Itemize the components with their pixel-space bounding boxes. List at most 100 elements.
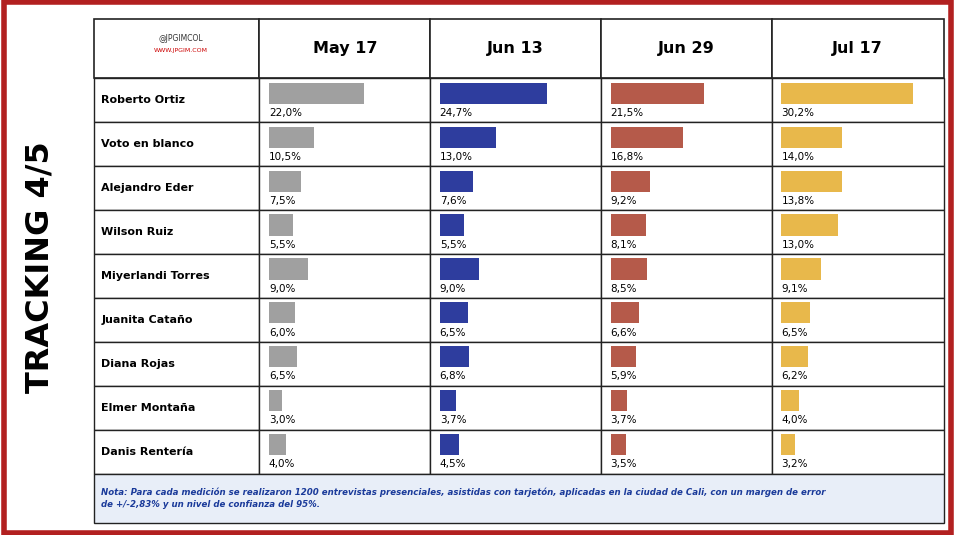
Text: 6,5%: 6,5% <box>269 371 295 381</box>
Bar <box>772 342 944 386</box>
Text: 6,8%: 6,8% <box>439 371 466 381</box>
Bar <box>430 166 601 210</box>
Bar <box>430 19 601 78</box>
Bar <box>772 298 944 342</box>
Text: 6,5%: 6,5% <box>781 327 808 338</box>
Bar <box>601 430 772 474</box>
Text: 3,7%: 3,7% <box>439 416 466 425</box>
Bar <box>601 78 772 122</box>
Bar <box>610 215 646 235</box>
Bar <box>601 254 772 298</box>
Bar <box>610 127 684 148</box>
Text: 6,5%: 6,5% <box>439 327 466 338</box>
Text: Jun 13: Jun 13 <box>487 41 544 56</box>
Bar <box>430 386 601 430</box>
Bar <box>94 474 944 523</box>
Bar <box>781 258 821 280</box>
Bar <box>781 82 913 104</box>
Bar <box>781 127 842 148</box>
Bar <box>610 391 626 411</box>
Text: Alejandro Eder: Alejandro Eder <box>101 183 194 193</box>
Text: 16,8%: 16,8% <box>610 152 644 162</box>
Bar <box>610 434 626 455</box>
Bar <box>430 122 601 166</box>
Bar <box>772 430 944 474</box>
Bar <box>269 82 364 104</box>
Text: 13,0%: 13,0% <box>781 240 815 250</box>
Bar <box>781 391 798 411</box>
Bar <box>260 78 430 122</box>
Bar <box>439 82 547 104</box>
Text: 22,0%: 22,0% <box>269 108 302 118</box>
Text: 9,1%: 9,1% <box>781 284 808 294</box>
Text: Voto en blanco: Voto en blanco <box>101 139 194 149</box>
Bar <box>772 166 944 210</box>
Text: 4,0%: 4,0% <box>781 416 808 425</box>
Bar <box>601 210 772 254</box>
Text: 8,5%: 8,5% <box>610 284 637 294</box>
Text: WWW.JPGIM.COM: WWW.JPGIM.COM <box>155 48 208 53</box>
Bar <box>269 302 295 324</box>
Bar <box>430 78 601 122</box>
Bar <box>94 254 260 298</box>
Bar <box>781 302 810 324</box>
Bar <box>94 298 260 342</box>
Text: Danis Rentería: Danis Rentería <box>101 447 194 457</box>
Bar <box>260 298 430 342</box>
Bar <box>94 166 260 210</box>
Bar <box>610 171 650 192</box>
Text: Jul 17: Jul 17 <box>833 41 883 56</box>
Text: 13,0%: 13,0% <box>439 152 473 162</box>
Bar <box>94 430 260 474</box>
Text: 14,0%: 14,0% <box>781 152 815 162</box>
Bar <box>439 258 478 280</box>
Bar <box>772 19 944 78</box>
Bar <box>610 346 636 368</box>
Bar <box>772 122 944 166</box>
Text: Wilson Ruiz: Wilson Ruiz <box>101 227 174 237</box>
Bar <box>601 122 772 166</box>
Bar <box>439 215 463 235</box>
Bar <box>94 19 260 78</box>
Text: 30,2%: 30,2% <box>781 108 815 118</box>
Bar <box>781 346 809 368</box>
Bar <box>439 171 473 192</box>
Bar <box>601 166 772 210</box>
Text: 7,6%: 7,6% <box>439 196 466 205</box>
Bar <box>439 127 496 148</box>
Text: 21,5%: 21,5% <box>610 108 644 118</box>
Bar <box>94 386 260 430</box>
Bar <box>439 391 456 411</box>
Text: 4,0%: 4,0% <box>269 460 295 469</box>
Bar <box>94 342 260 386</box>
Bar <box>781 434 796 455</box>
Bar <box>601 298 772 342</box>
Text: 8,1%: 8,1% <box>610 240 637 250</box>
Text: Roberto Ortiz: Roberto Ortiz <box>101 95 185 105</box>
Bar <box>430 254 601 298</box>
Text: Diana Rojas: Diana Rojas <box>101 359 175 369</box>
Bar <box>260 342 430 386</box>
Text: 5,5%: 5,5% <box>439 240 466 250</box>
Bar <box>610 258 647 280</box>
Bar <box>269 346 297 368</box>
Text: 3,0%: 3,0% <box>269 416 295 425</box>
Text: Nota: Para cada medición se realizaron 1200 entrevistas presenciales, asistidas : Nota: Para cada medición se realizaron 1… <box>101 488 826 509</box>
Bar <box>430 298 601 342</box>
Bar <box>439 302 468 324</box>
Text: 9,0%: 9,0% <box>269 284 295 294</box>
Text: 3,5%: 3,5% <box>610 460 637 469</box>
Text: 24,7%: 24,7% <box>439 108 473 118</box>
Bar <box>772 78 944 122</box>
Text: Elmer Montaña: Elmer Montaña <box>101 403 196 413</box>
Bar <box>260 19 430 78</box>
Bar <box>94 210 260 254</box>
Text: 6,0%: 6,0% <box>269 327 295 338</box>
Text: 4,5%: 4,5% <box>439 460 466 469</box>
Text: 5,9%: 5,9% <box>610 371 637 381</box>
Text: 13,8%: 13,8% <box>781 196 815 205</box>
Bar <box>430 430 601 474</box>
Bar <box>94 122 260 166</box>
Bar <box>269 434 286 455</box>
Bar <box>269 215 293 235</box>
